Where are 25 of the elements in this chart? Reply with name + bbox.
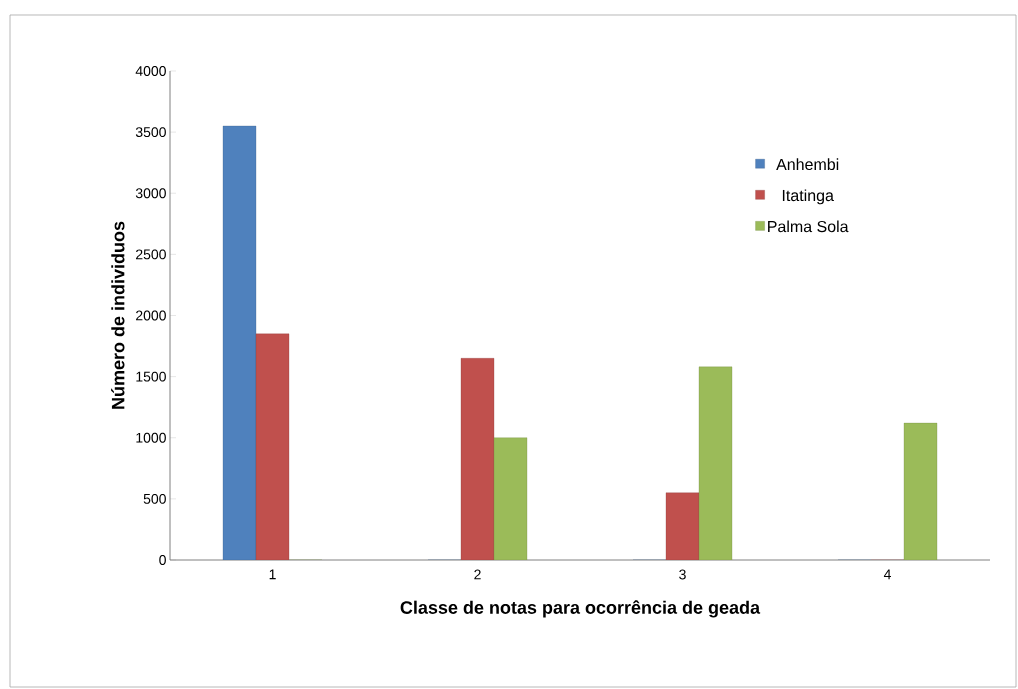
bar	[460, 358, 495, 560]
y-tick-label: 4000	[135, 66, 166, 76]
bar	[665, 492, 700, 560]
x-tick-label: 1	[269, 569, 276, 580]
y-axis-title: Número de individuos	[111, 221, 125, 409]
x-tick-label: 4	[883, 569, 891, 580]
bar	[698, 366, 733, 560]
legend-label: Anhembi	[776, 158, 839, 171]
x-tick-label: 2	[474, 569, 481, 580]
legend-label: Palma Sola	[768, 220, 849, 233]
bar	[493, 437, 528, 560]
bar	[255, 333, 290, 560]
x-axis-title: Classe de notas para ocorrência de geada	[400, 600, 761, 618]
bar	[222, 125, 257, 560]
y-tick-label: 1500	[136, 371, 166, 382]
y-tick-label: 0	[159, 555, 166, 565]
y-tick-label: 2500	[136, 249, 166, 260]
y-tick-label: 500	[143, 493, 166, 504]
y-tick-label: 3000	[135, 188, 166, 199]
legend-label: Itatinga	[782, 189, 834, 205]
y-tick-label: 3500	[135, 127, 166, 138]
y-tick-label: 2000	[136, 310, 166, 321]
x-tick-label: 3	[679, 569, 686, 580]
bar	[903, 422, 938, 560]
y-tick-label: 1000	[136, 432, 166, 443]
